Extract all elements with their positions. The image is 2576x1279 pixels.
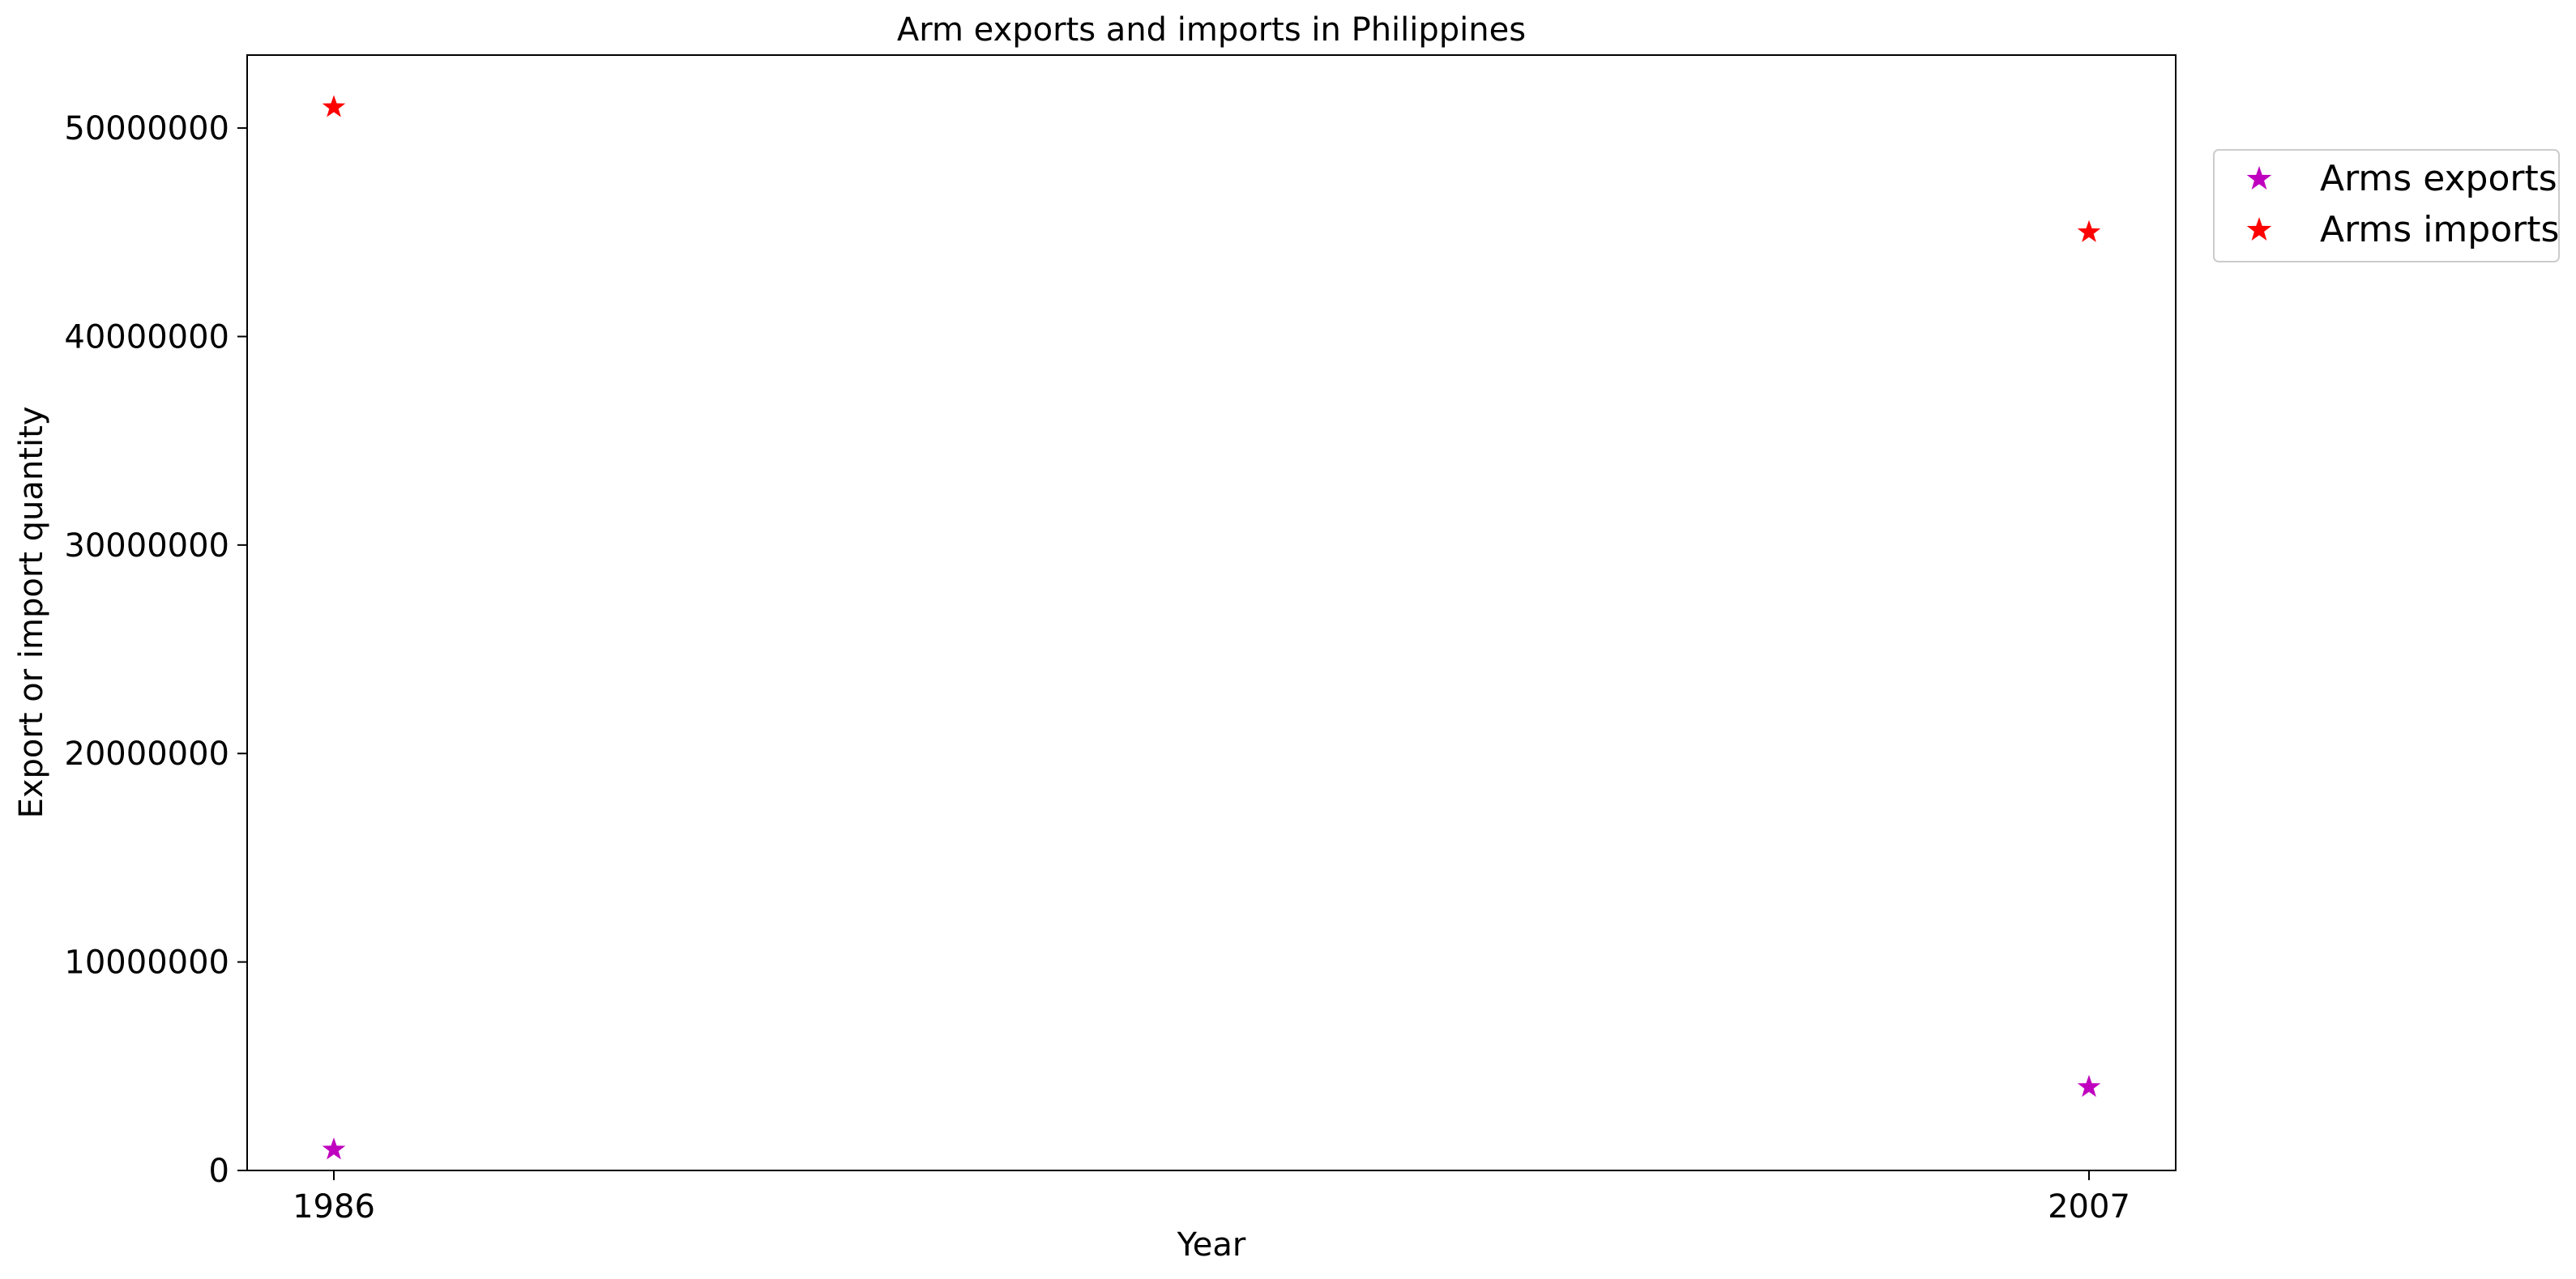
legend-label-exports: Arms exports <box>2320 158 2557 199</box>
y-tick-label: 30000000 <box>64 527 229 565</box>
point-exports-1986 <box>322 1137 346 1160</box>
y-axis: 0 10000000 20000000 30000000 40000000 5000000… <box>64 110 247 1190</box>
y-tick-label: 40000000 <box>64 318 229 356</box>
plot-area <box>246 54 2177 1171</box>
legend-label-imports: Arms imports <box>2320 209 2559 250</box>
point-exports-2007 <box>2077 1075 2101 1098</box>
x-tick-label: 1986 <box>293 1188 375 1226</box>
point-imports-2007 <box>2077 220 2101 242</box>
point-imports-1986 <box>322 95 346 117</box>
y-tick-label: 50000000 <box>64 110 229 147</box>
legend-marker-exports <box>2246 166 2272 190</box>
data-points <box>322 95 2101 1160</box>
y-axis-title: Export or import quantity <box>13 407 50 819</box>
x-axis: 1986 2007 <box>293 1170 2130 1226</box>
y-tick-label: 20000000 <box>64 735 229 773</box>
legend-marker-imports <box>2246 217 2272 241</box>
legend-box <box>2213 149 2560 262</box>
x-axis-title: Year <box>1177 1226 1246 1264</box>
x-tick-label: 2007 <box>2048 1188 2130 1226</box>
legend: Arms exports Arms imports <box>2213 149 2560 262</box>
y-tick-label: 10000000 <box>64 944 229 982</box>
y-tick-label: 0 <box>209 1153 229 1190</box>
chart-title: Arm exports and imports in Philippines <box>897 11 1526 49</box>
